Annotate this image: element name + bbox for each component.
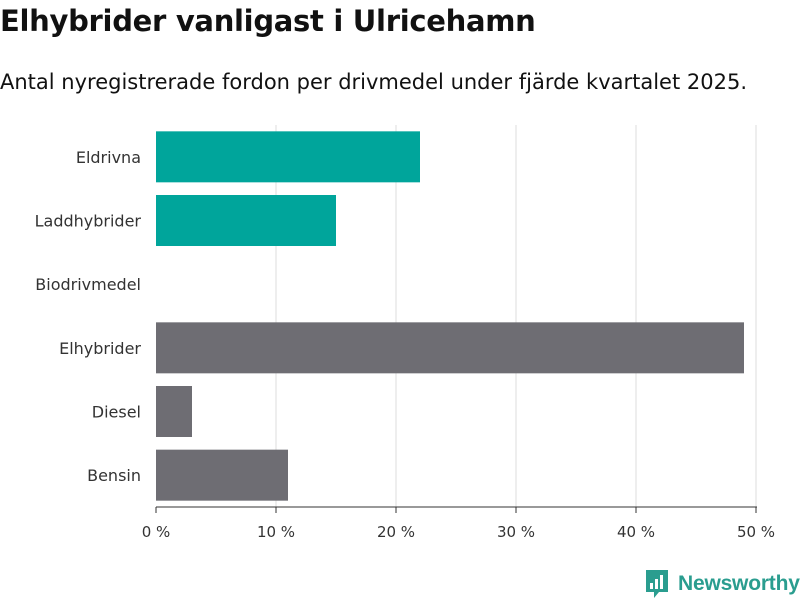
category-label-biodrivmedel: Biodrivmedel	[35, 275, 141, 294]
bar-laddhybrider	[156, 195, 336, 246]
x-axis: 0 % 10 % 20 % 30 % 40 % 50 %	[142, 506, 775, 541]
bar-chart: Eldrivna Laddhybrider Biodrivmedel Elhybrid…	[35, 125, 775, 541]
x-tick-label: 30 %	[497, 523, 535, 541]
category-label-laddhybrider: Laddhybrider	[35, 212, 142, 231]
newsworthy-logo-icon	[646, 570, 668, 598]
newsworthy-logo: Newsworthy	[644, 568, 800, 600]
category-label-bensin: Bensin	[87, 466, 141, 485]
category-labels: Eldrivna Laddhybrider Biodrivmedel Elhybrid…	[35, 148, 142, 485]
category-label-diesel: Diesel	[92, 403, 141, 422]
chart-title: Elhybrider vanligast i Ulricehamn	[0, 4, 536, 38]
x-tick-label: 20 %	[377, 523, 415, 541]
category-label-elhybrider: Elhybrider	[59, 339, 141, 358]
x-tick-label: 0 %	[142, 523, 171, 541]
x-tick-label: 50 %	[737, 523, 775, 541]
bar-diesel	[156, 386, 192, 437]
x-tick-label: 10 %	[257, 523, 295, 541]
bar-eldrivna	[156, 131, 420, 183]
x-tick-label: 40 %	[617, 523, 655, 541]
newsworthy-logo-text: Newsworthy	[678, 572, 800, 595]
gridlines	[275, 125, 757, 507]
bars	[156, 131, 744, 501]
chart-subtitle: Antal nyregistrerade fordon per drivmede…	[0, 70, 748, 94]
bar-bensin	[156, 449, 288, 501]
bar-elhybrider	[156, 322, 744, 374]
category-label-eldrivna: Eldrivna	[76, 148, 141, 167]
